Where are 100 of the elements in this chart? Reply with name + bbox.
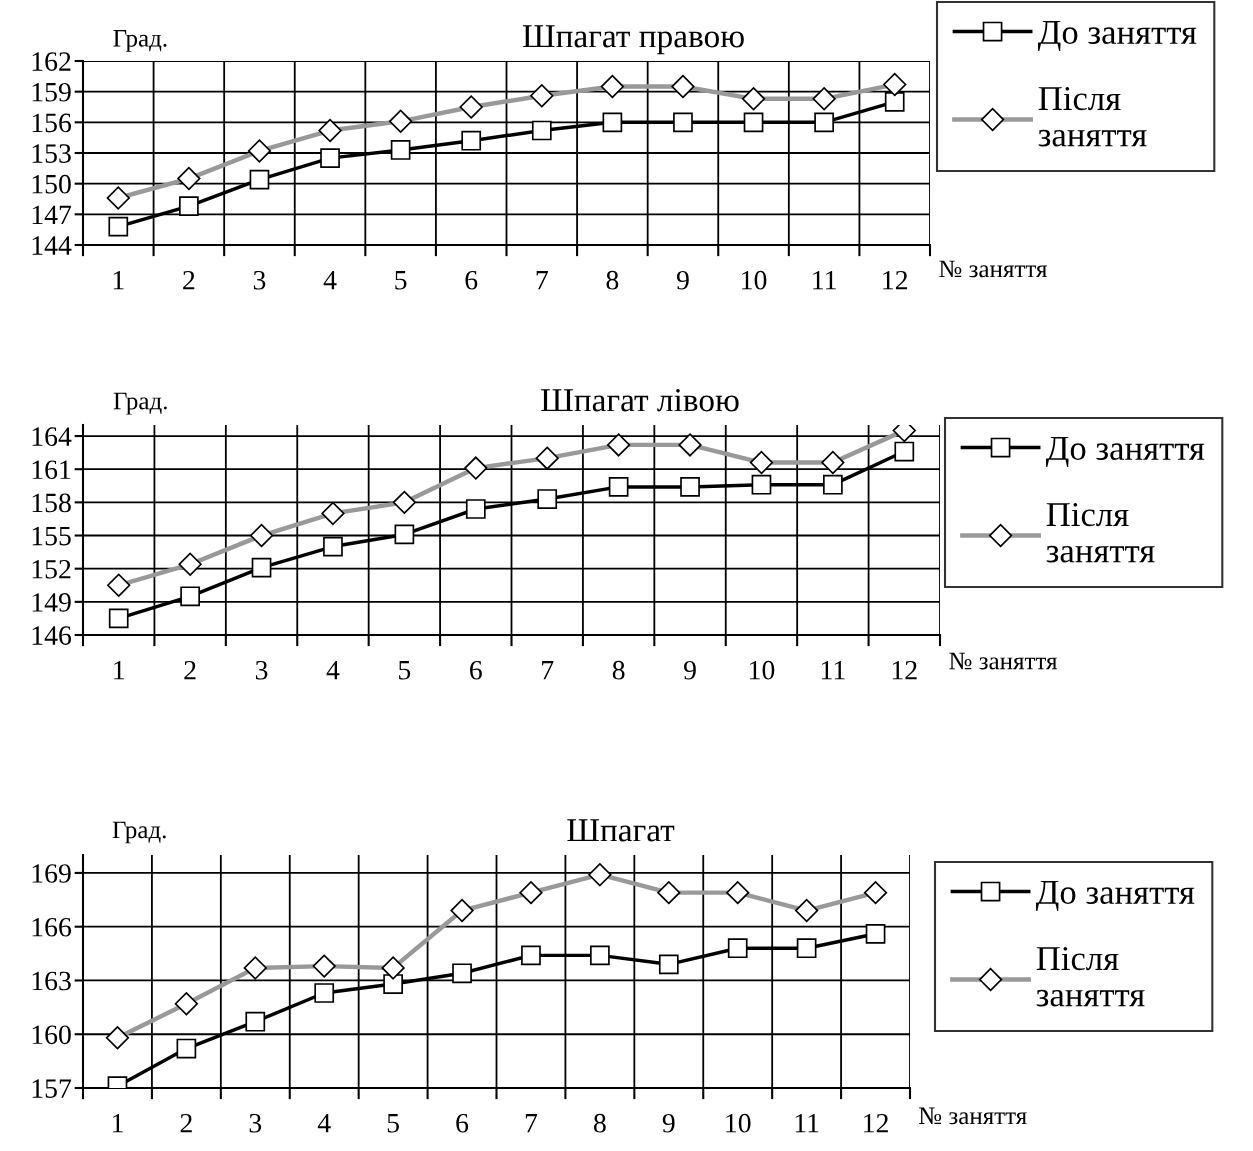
- x-axis-title: № заняття: [949, 652, 1058, 670]
- y-tick-label: 169: [32, 864, 71, 883]
- point: [323, 536, 343, 557]
- point: [108, 216, 129, 237]
- x-tick-label: 12: [892, 660, 917, 680]
- point: [521, 945, 541, 966]
- y-tick-label: 157: [32, 1079, 72, 1098]
- point: [180, 586, 200, 607]
- y-tick-label: 153: [32, 144, 71, 163]
- point: [465, 499, 486, 519]
- x-tick-label: 8: [606, 270, 619, 290]
- point: [751, 474, 772, 495]
- legend-label: До заняття: [1037, 20, 1197, 52]
- point: [531, 120, 552, 141]
- point: [894, 441, 915, 462]
- x-tick-label: 9: [676, 270, 689, 290]
- point: [743, 112, 764, 133]
- point: [179, 196, 199, 217]
- legend-label: До заняття: [1045, 436, 1205, 468]
- x-tick-label: 10: [750, 660, 775, 680]
- point: [383, 974, 403, 994]
- point: [680, 477, 700, 497]
- y-tick-label: 147: [32, 205, 72, 224]
- x-tick-label: 7: [536, 271, 548, 290]
- x-tick-label: 11: [821, 660, 845, 680]
- y-tick-label: 162: [32, 52, 71, 71]
- y-tick-label: 144: [32, 236, 72, 255]
- legend-label: Після заняття: [1046, 502, 1155, 563]
- x-tick-label: 9: [662, 1113, 675, 1133]
- x-tick-label: 9: [683, 660, 696, 680]
- x-tick-label: 11: [813, 270, 836, 290]
- legend-label: До заняття: [1035, 880, 1195, 912]
- y-tick-label: 158: [32, 493, 71, 513]
- x-tick-label: 8: [612, 660, 625, 680]
- point: [823, 474, 843, 495]
- x-tick-label: 2: [183, 270, 195, 290]
- y-tick-label: 156: [32, 113, 72, 133]
- x-tick-label: 12: [883, 270, 908, 290]
- x-tick-label: 7: [525, 1114, 538, 1133]
- point: [314, 983, 335, 1003]
- point: [245, 1011, 266, 1032]
- x-tick-label: 5: [399, 661, 411, 680]
- point: [865, 923, 886, 944]
- legend-label: Після заняття: [1036, 946, 1145, 1007]
- x-tick-label: 4: [326, 660, 340, 680]
- x-tick-label: 7: [542, 661, 554, 680]
- x-tick-label: 12: [864, 1113, 888, 1133]
- y-tick-label: 163: [32, 971, 71, 991]
- x-tick-label: 3: [255, 660, 268, 680]
- y-tick-label: 159: [32, 82, 71, 102]
- point: [108, 608, 129, 629]
- x-tick-label: 11: [795, 1113, 819, 1133]
- y-tick-label: 160: [32, 1025, 71, 1045]
- x-tick-label: 4: [317, 1113, 331, 1133]
- x-tick-label: 10: [726, 1113, 751, 1133]
- chart-title: Шпагат: [567, 819, 675, 842]
- x-tick-label: 1: [113, 270, 124, 290]
- point: [394, 524, 415, 545]
- y-tick-label: 155: [32, 526, 71, 546]
- point: [452, 963, 472, 984]
- x-tick-label: 1: [112, 1113, 123, 1133]
- point: [608, 477, 629, 497]
- x-axis-title: № заняття: [939, 260, 1047, 278]
- x-tick-label: 10: [742, 270, 767, 290]
- y-tick-label: 161: [32, 460, 71, 480]
- point: [537, 489, 558, 509]
- x-tick-label: 6: [465, 270, 478, 290]
- y-tick-label: 164: [32, 427, 72, 446]
- point: [673, 112, 693, 133]
- x-tick-label: 6: [470, 660, 482, 680]
- x-tick-label: 3: [253, 270, 266, 290]
- x-tick-label: 2: [184, 660, 196, 680]
- x-tick-label: 8: [593, 1113, 606, 1133]
- y-axis-title: Град.: [113, 30, 167, 52]
- x-tick-label: 5: [395, 271, 407, 290]
- x-tick-label: 6: [456, 1113, 469, 1133]
- point: [251, 557, 272, 578]
- y-tick-label: 166: [32, 917, 72, 937]
- x-tick-label: 3: [249, 1113, 262, 1133]
- point: [814, 112, 834, 133]
- point: [796, 938, 817, 959]
- point: [884, 92, 905, 112]
- y-tick-label: 150: [32, 174, 71, 194]
- point: [390, 140, 411, 160]
- x-tick-label: 5: [387, 1114, 399, 1133]
- point: [602, 112, 623, 133]
- legend-label: Після заняття: [1038, 86, 1147, 147]
- point: [320, 148, 340, 168]
- point: [461, 130, 482, 151]
- x-tick-label: 2: [180, 1113, 192, 1133]
- point: [176, 1038, 197, 1059]
- point: [590, 945, 610, 966]
- y-tick-label: 146: [32, 626, 72, 645]
- point: [249, 169, 270, 190]
- y-axis-title: Град.: [113, 392, 167, 415]
- x-tick-label: 1: [114, 660, 124, 680]
- y-axis-title: Град.: [112, 821, 166, 844]
- point: [658, 954, 679, 975]
- y-tick-label: 152: [32, 559, 71, 579]
- y-tick-label: 149: [32, 593, 71, 612]
